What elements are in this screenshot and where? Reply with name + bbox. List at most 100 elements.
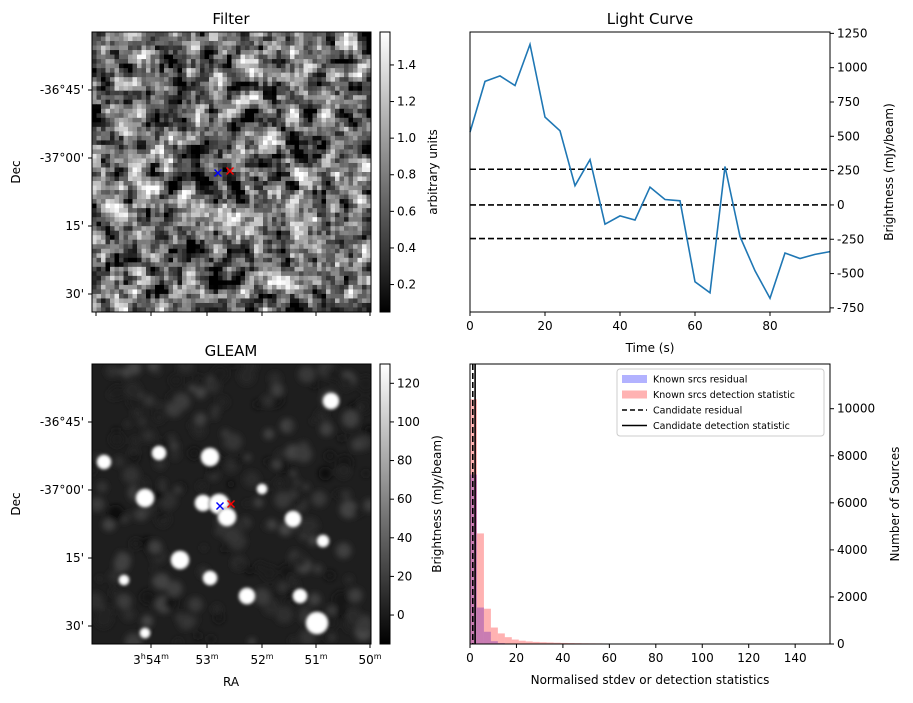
filter-pixel — [124, 222, 129, 227]
filter-pixel — [236, 77, 241, 82]
gleam-noise — [194, 374, 202, 382]
gleam-noise — [116, 594, 132, 610]
filter-pixel — [137, 262, 142, 267]
filter-pixel — [151, 73, 156, 78]
filter-pixel — [119, 303, 124, 308]
filter-pixel — [281, 298, 286, 303]
filter-pixel — [308, 217, 313, 222]
filter-pixel — [281, 77, 286, 82]
filter-pixel — [254, 127, 259, 132]
filter-pixel — [218, 199, 223, 204]
filter-pixel — [340, 177, 345, 182]
filter-pixel — [290, 222, 295, 227]
filter-pixel — [97, 249, 102, 254]
filter-pixel — [259, 91, 264, 96]
filter-pixel — [308, 226, 313, 231]
filter-pixel — [106, 86, 111, 91]
filter-pixel — [331, 91, 336, 96]
filter-pixel — [349, 298, 354, 303]
filter-pixel — [128, 298, 133, 303]
filter-pixel — [155, 231, 160, 236]
filter-pixel — [286, 68, 291, 73]
filter-pixel — [214, 109, 219, 114]
filter-pixel — [331, 55, 336, 60]
filter-pixel — [268, 267, 273, 272]
filter-pixel — [133, 136, 138, 141]
filter-pixel — [196, 226, 201, 231]
filter-pixel — [259, 258, 264, 263]
filter-pixel — [200, 145, 205, 150]
filter-pixel — [272, 280, 277, 285]
filter-pixel — [308, 73, 313, 78]
filter-pixel — [268, 158, 273, 163]
filter-pixel — [218, 55, 223, 60]
filter-pixel — [155, 204, 160, 209]
filter-pixel — [160, 95, 165, 100]
filter-pixel — [101, 199, 106, 204]
filter-pixel — [187, 235, 192, 240]
filter-pixel — [151, 86, 156, 91]
filter-pixel — [214, 303, 219, 308]
filter-pixel — [313, 217, 318, 222]
filter-pixel — [187, 158, 192, 163]
filter-pixel — [146, 37, 151, 42]
filter-pixel — [331, 235, 336, 240]
filter-pixel — [155, 262, 160, 267]
filter-pixel — [119, 104, 124, 109]
filter-pixel — [205, 262, 210, 267]
filter-pixel — [250, 294, 255, 299]
filter-pixel — [331, 213, 336, 218]
filter-pixel — [97, 276, 102, 281]
filter-pixel — [146, 258, 151, 263]
filter-pixel — [218, 82, 223, 87]
filter-pixel — [236, 289, 241, 294]
filter-pixel — [344, 127, 349, 132]
filter-pixel — [142, 190, 147, 195]
filter-pixel — [227, 109, 232, 114]
filter-pixel — [218, 177, 223, 182]
filter-pixel — [362, 118, 367, 123]
filter-pixel — [290, 109, 295, 114]
filter-pixel — [164, 127, 169, 132]
filter-pixel — [281, 127, 286, 132]
filter-pixel — [97, 149, 102, 154]
filter-pixel — [191, 253, 196, 258]
filter-pixel — [110, 208, 115, 213]
filter-pixel — [119, 204, 124, 209]
filter-pixel — [308, 222, 313, 227]
gleam-source — [286, 512, 300, 526]
filter-pixel — [259, 77, 264, 82]
filter-pixel — [232, 226, 237, 231]
filter-pixel — [268, 190, 273, 195]
filter-pixel — [272, 131, 277, 136]
filter-pixel — [155, 276, 160, 281]
filter-pixel — [331, 298, 336, 303]
filter-pixel — [263, 276, 268, 281]
filter-pixel — [128, 122, 133, 127]
filter-pixel — [304, 267, 309, 272]
filter-pixel — [236, 244, 241, 249]
filter-pixel — [232, 285, 237, 290]
filter-pixel — [353, 32, 358, 37]
filter-pixel — [209, 181, 214, 186]
filter-pixel — [97, 122, 102, 127]
filter-pixel — [182, 217, 187, 222]
filter-pixel — [160, 163, 165, 168]
filter-pixel — [263, 167, 268, 172]
filter-pixel — [317, 59, 322, 64]
filter-pixel — [214, 127, 219, 132]
filter-pixel — [322, 280, 327, 285]
filter-pixel — [128, 131, 133, 136]
filter-pixel — [304, 32, 309, 37]
filter-pixel — [173, 186, 178, 191]
filter-pixel — [173, 140, 178, 145]
filter-xticks — [96, 312, 370, 316]
filter-pixel — [119, 186, 124, 191]
gleam-noise — [298, 366, 315, 383]
filter-pixel — [200, 231, 205, 236]
filter-pixel — [169, 298, 174, 303]
filter-pixel — [304, 154, 309, 159]
filter-pixel — [115, 177, 120, 182]
